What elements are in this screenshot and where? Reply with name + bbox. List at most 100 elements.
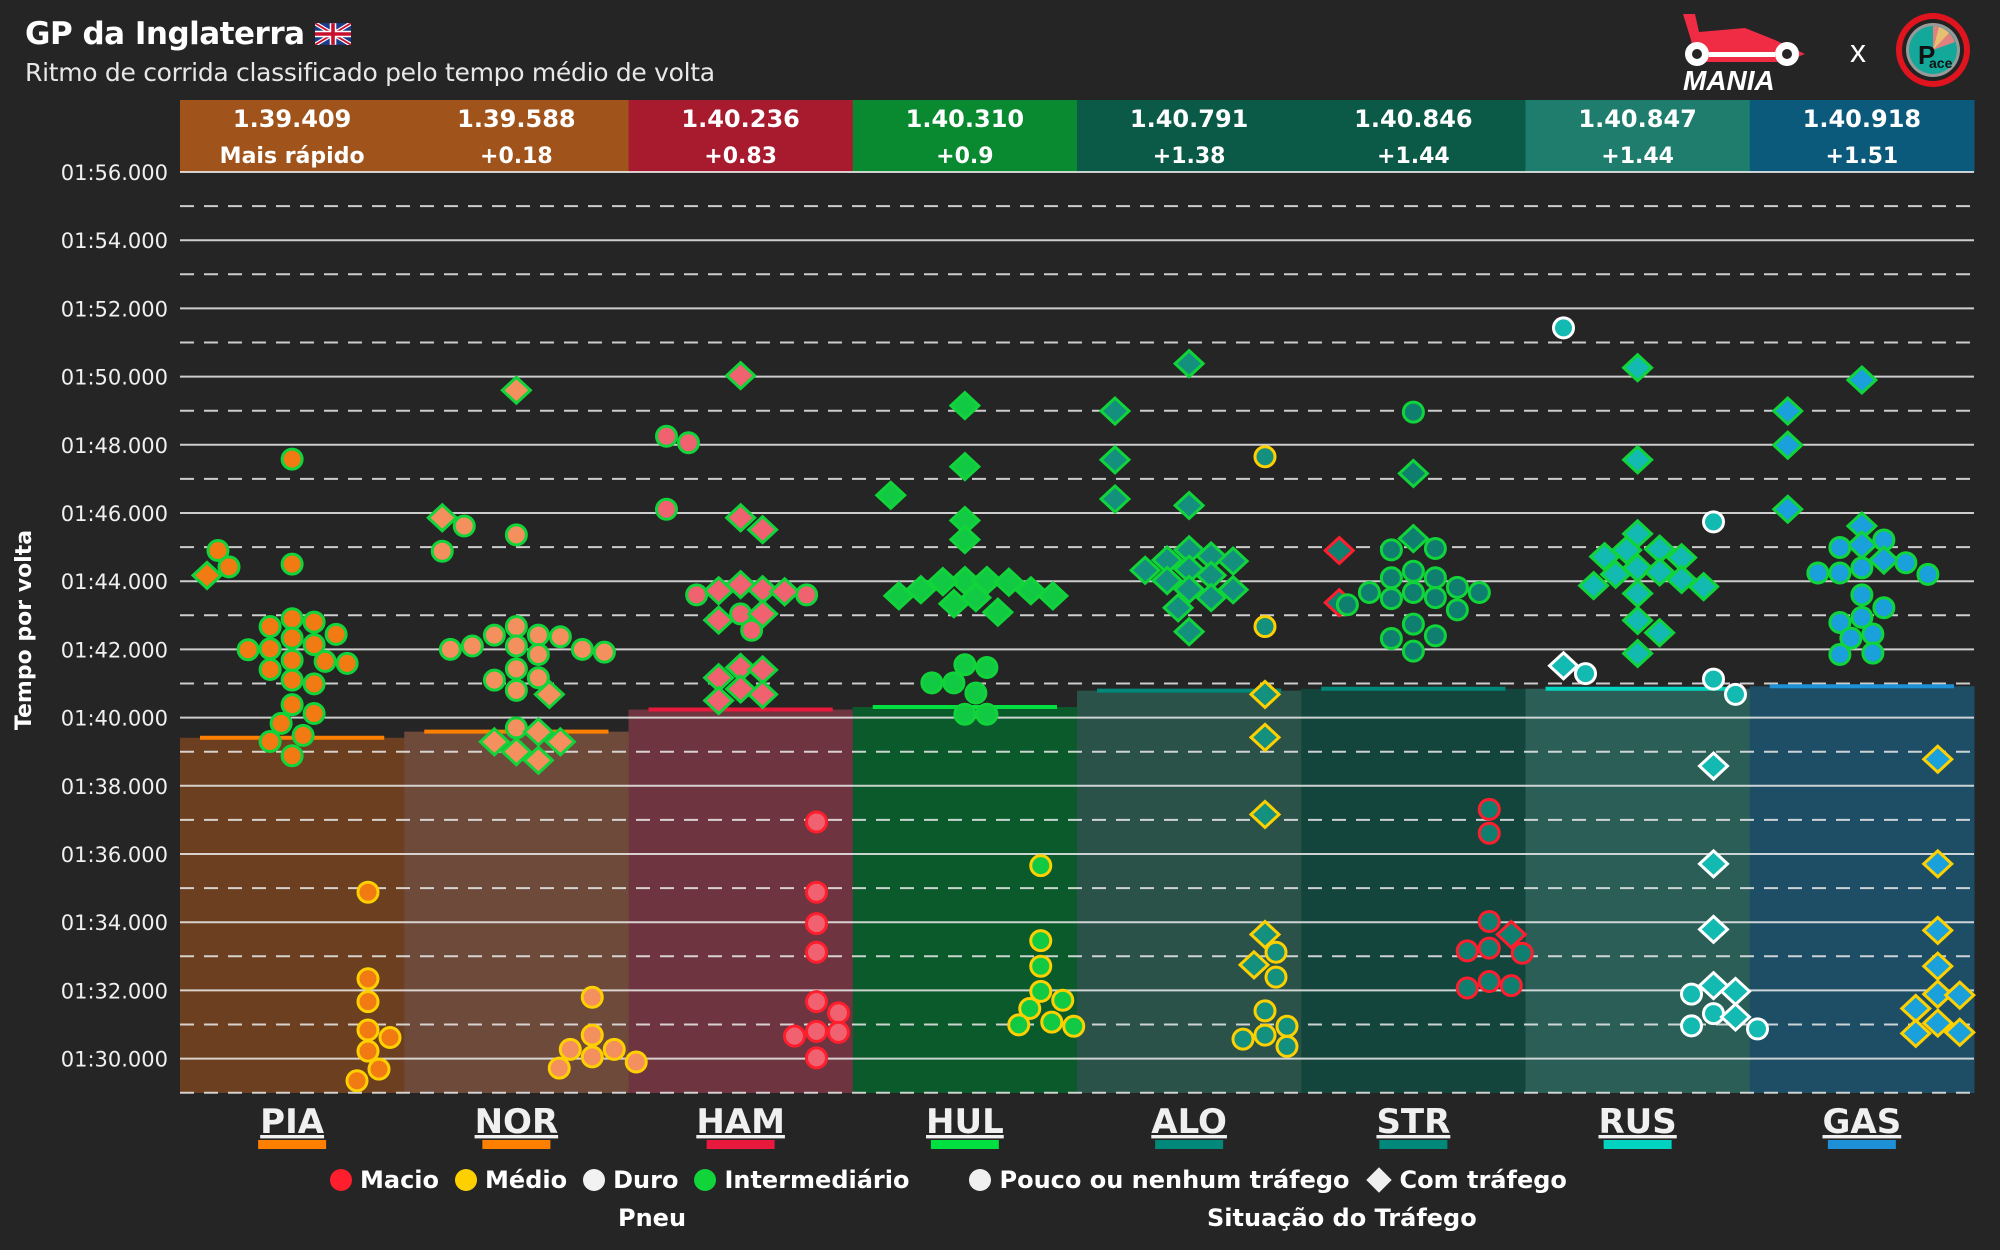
lap-point-circle xyxy=(1401,400,1425,424)
header-cell xyxy=(1301,100,1526,172)
lap-point-diamond xyxy=(1599,559,1632,590)
lap-point-diamond xyxy=(1621,444,1654,475)
lap-point-diamond xyxy=(1216,574,1250,605)
lap-point-circle xyxy=(280,552,304,576)
header-cell xyxy=(628,100,854,172)
lap-point-diamond xyxy=(1547,650,1580,681)
y-tick-label: 01:40.000 xyxy=(61,707,168,731)
lap-point-diamond xyxy=(948,524,982,555)
lap-point-diamond xyxy=(1098,483,1132,515)
lap-point-diamond xyxy=(1172,348,1206,379)
lap-point-circle xyxy=(795,583,819,607)
lap-point-diamond xyxy=(1921,744,1954,775)
header-cell xyxy=(1749,100,1975,172)
lap-point-circle xyxy=(548,625,572,649)
title-text: GP da Inglaterra xyxy=(25,16,305,52)
lap-point-diamond xyxy=(1697,914,1730,945)
lap-point-circle xyxy=(504,657,528,681)
lap-point-circle xyxy=(1839,626,1863,650)
lap-point-circle xyxy=(953,653,977,677)
gap-label: Mais rápido xyxy=(220,144,365,169)
legend-title-tyre: Pneu xyxy=(618,1204,687,1232)
y-tick-label: 01:52.000 xyxy=(61,297,168,321)
logo-separator: x xyxy=(1850,33,1866,69)
lap-point-diamond xyxy=(1172,490,1206,521)
driver-color-bar xyxy=(1827,1140,1896,1149)
y-tick-label: 01:30.000 xyxy=(61,1048,168,1072)
lap-point-circle xyxy=(602,1037,626,1061)
lap-point-diamond xyxy=(702,605,735,636)
lap-point-circle xyxy=(1828,561,1852,585)
lap-point-diamond xyxy=(1621,352,1654,383)
legend-label: Médio xyxy=(485,1166,568,1194)
legend-item-soft: Macio xyxy=(330,1166,439,1194)
driver-label: HAM xyxy=(696,1102,785,1142)
lap-point-diamond xyxy=(937,588,971,619)
lap-point-circle xyxy=(1680,982,1703,1006)
lap-point-circle xyxy=(504,523,528,547)
lap-point-circle xyxy=(805,810,828,834)
lap-point-circle xyxy=(1040,1010,1064,1034)
lap-point-diamond xyxy=(1697,848,1730,879)
lap-point-diamond xyxy=(981,597,1015,628)
lap-point-circle xyxy=(1746,1017,1769,1041)
lap-point-circle xyxy=(526,623,550,647)
driver-label: NOR xyxy=(475,1102,559,1142)
lap-point-circle xyxy=(942,671,966,695)
lap-point-circle xyxy=(526,643,550,667)
logos: MANIA x ace P xyxy=(1675,10,1975,96)
lap-point-circle xyxy=(1861,641,1885,665)
gap-label: +1.44 xyxy=(1377,144,1450,169)
lap-point-diamond xyxy=(1771,430,1804,461)
lap-point-circle xyxy=(1423,586,1447,610)
pace-logo: ace P xyxy=(1896,13,1970,87)
mean-time-label: 1.40.236 xyxy=(681,105,799,133)
lap-point-circle xyxy=(580,1023,604,1047)
lap-point-diamond xyxy=(1014,575,1048,606)
lap-point-diamond xyxy=(1397,458,1430,489)
driver-label: GAS xyxy=(1823,1102,1902,1142)
lap-point-circle xyxy=(258,729,282,753)
lap-point-diamond xyxy=(500,736,533,767)
lap-point-diamond xyxy=(1921,979,1954,1010)
lap-point-circle xyxy=(805,1019,828,1043)
lap-point-circle xyxy=(685,583,709,607)
gap-label: +0.83 xyxy=(704,144,777,169)
lap-point-circle xyxy=(558,1037,582,1061)
lap-point-diamond xyxy=(702,685,735,716)
circle-icon xyxy=(969,1169,992,1191)
lap-point-diamond xyxy=(522,745,555,776)
hard-tyre-dot-icon xyxy=(583,1169,606,1191)
lap-point-circle xyxy=(975,655,999,679)
lap-point-circle xyxy=(1552,316,1575,340)
lap-point-diamond xyxy=(1495,919,1528,950)
lap-point-diamond xyxy=(1098,444,1132,475)
lap-point-circle xyxy=(438,637,462,661)
mean-bar-hul xyxy=(852,707,1078,1093)
lap-point-diamond xyxy=(746,654,779,685)
lap-point-diamond xyxy=(1248,722,1282,753)
driver-label: RUS xyxy=(1598,1102,1676,1142)
legend-label: Duro xyxy=(613,1166,679,1194)
lap-point-diamond xyxy=(1172,616,1206,647)
lap-point-circle xyxy=(291,723,315,747)
mean-time-label: 1.39.409 xyxy=(233,105,351,133)
lap-point-diamond xyxy=(1621,578,1654,609)
svg-text:P: P xyxy=(1918,40,1935,70)
legend-label: Com tráfego xyxy=(1399,1166,1567,1194)
lap-point-circle xyxy=(740,618,764,642)
driver-label: HUL xyxy=(926,1102,1004,1142)
lap-point-circle xyxy=(206,539,230,563)
legend-item-no-traffic: Pouco ou nenhum tráfego xyxy=(969,1166,1350,1194)
lap-point-circle xyxy=(783,1024,806,1048)
lap-point-diamond xyxy=(1867,545,1901,576)
driver-color-bar xyxy=(1379,1140,1448,1149)
lap-point-circle xyxy=(1510,941,1534,965)
lap-point-diamond xyxy=(1643,556,1676,588)
lap-point-circle xyxy=(1423,566,1447,590)
lap-point-diamond xyxy=(1719,1001,1752,1033)
lap-point-circle xyxy=(1850,556,1874,580)
lap-point-circle xyxy=(677,431,700,455)
logo-pace-text: ace xyxy=(1929,55,1953,71)
lap-point-circle xyxy=(805,990,828,1014)
